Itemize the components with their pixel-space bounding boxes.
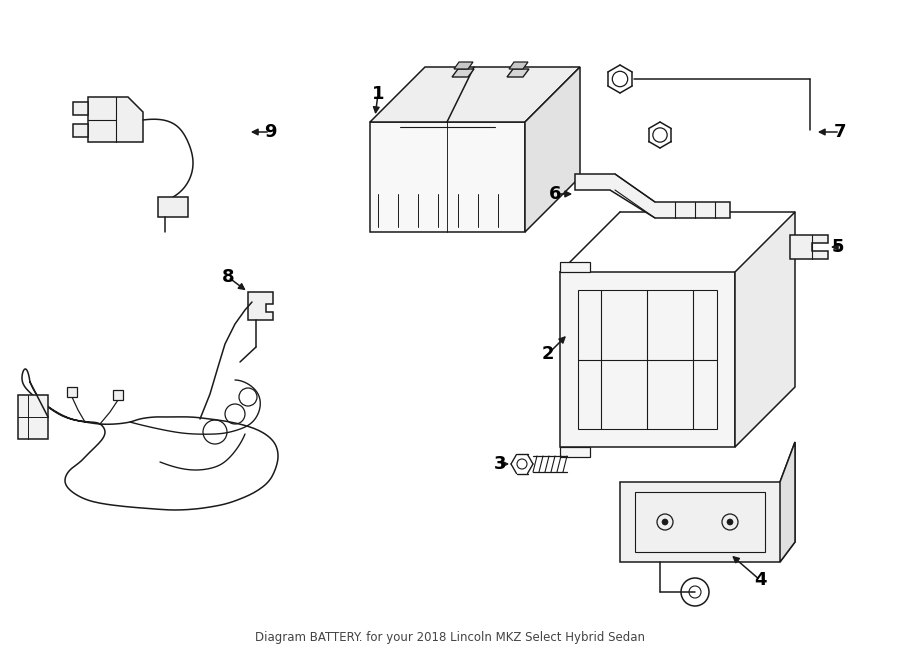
Circle shape	[662, 519, 668, 525]
Polygon shape	[780, 442, 795, 562]
Text: 3: 3	[494, 455, 507, 473]
Text: 2: 2	[542, 345, 554, 363]
Text: 5: 5	[832, 238, 844, 256]
Circle shape	[727, 519, 733, 525]
Text: 9: 9	[264, 123, 276, 141]
Polygon shape	[620, 442, 795, 562]
Text: 1: 1	[372, 85, 384, 103]
Polygon shape	[509, 62, 528, 69]
Polygon shape	[113, 390, 123, 400]
Polygon shape	[790, 235, 828, 259]
Polygon shape	[560, 272, 735, 447]
Text: 6: 6	[549, 185, 562, 203]
Text: Diagram BATTERY. for your 2018 Lincoln MKZ Select Hybrid Sedan: Diagram BATTERY. for your 2018 Lincoln M…	[255, 631, 645, 644]
Polygon shape	[454, 62, 473, 69]
Polygon shape	[88, 97, 143, 142]
Polygon shape	[370, 67, 580, 122]
Polygon shape	[73, 102, 88, 115]
Polygon shape	[158, 197, 188, 217]
Polygon shape	[735, 212, 795, 447]
Text: 8: 8	[221, 268, 234, 286]
Polygon shape	[560, 262, 590, 272]
Polygon shape	[248, 292, 273, 320]
Polygon shape	[18, 395, 48, 439]
Polygon shape	[525, 67, 580, 232]
Polygon shape	[452, 69, 474, 77]
Text: 7: 7	[833, 123, 846, 141]
Polygon shape	[370, 122, 525, 232]
Polygon shape	[73, 124, 88, 137]
Polygon shape	[560, 447, 590, 457]
Polygon shape	[507, 69, 529, 77]
Polygon shape	[67, 387, 77, 397]
Polygon shape	[575, 174, 730, 218]
Text: 4: 4	[754, 571, 766, 589]
